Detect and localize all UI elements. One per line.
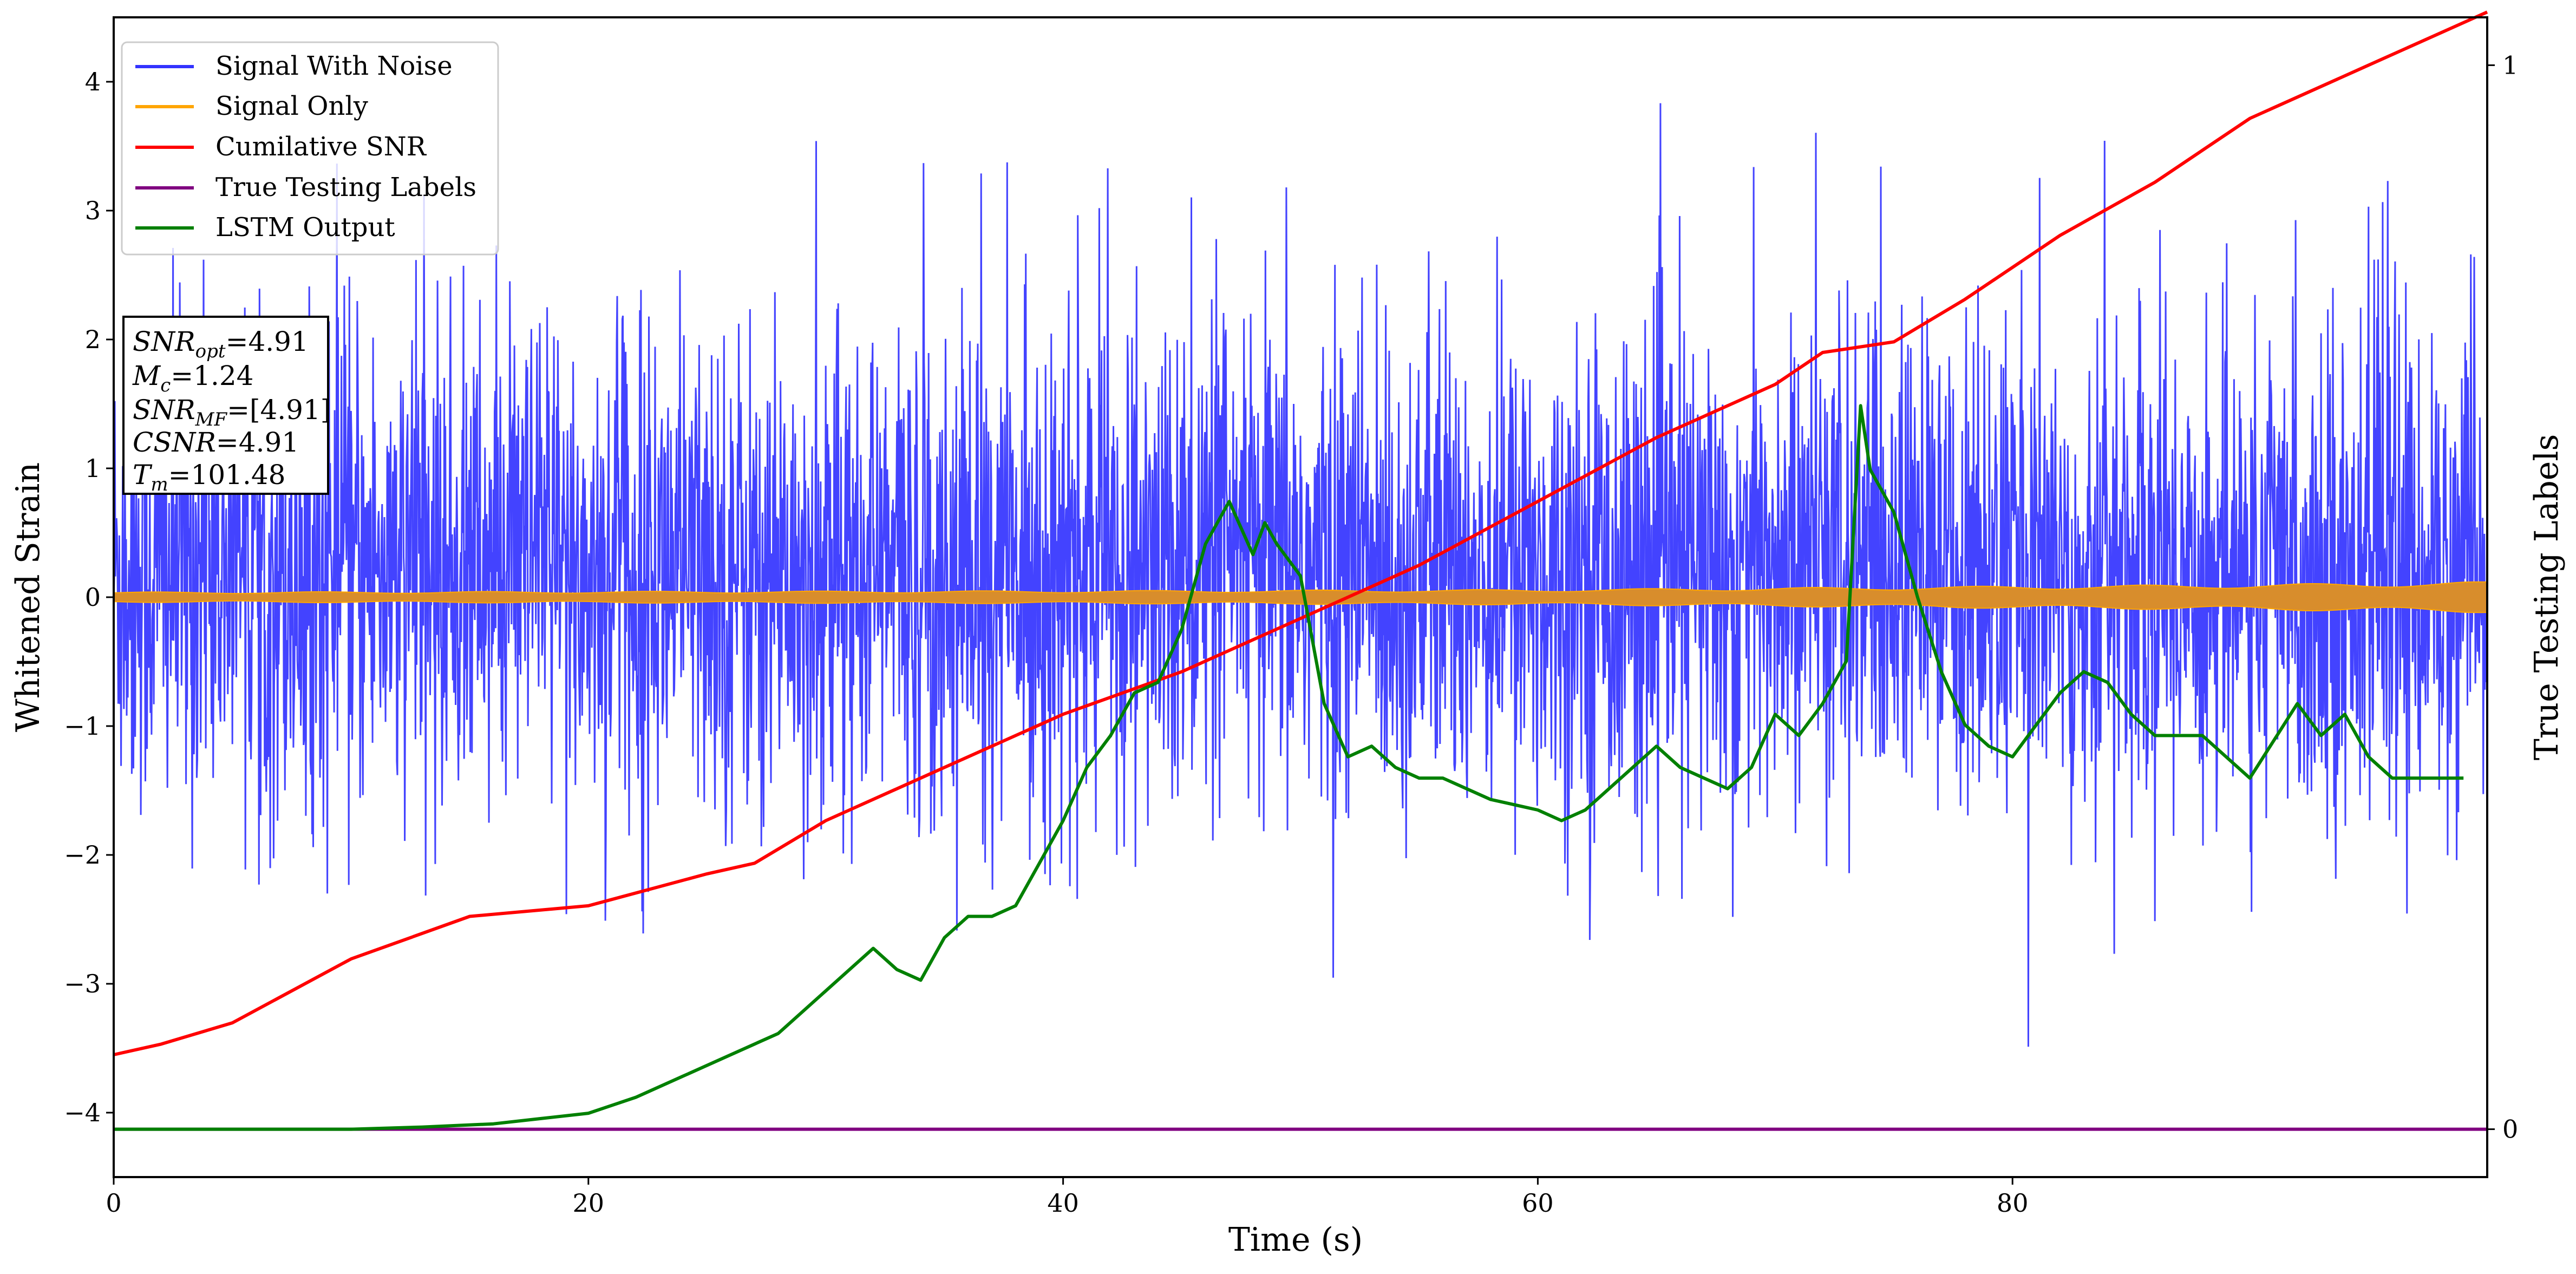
y-tick-label: 3 — [85, 196, 101, 225]
legend: Signal With Noise Signal Only Cumilative… — [121, 41, 499, 256]
x-tick-label: 0 — [106, 1188, 121, 1218]
legend-label-cumilative-snr: Cumilative SNR — [215, 132, 427, 162]
y-tick-label: −3 — [64, 969, 101, 998]
legend-box — [121, 41, 499, 256]
series-lstm-output — [114, 404, 2464, 1131]
x-axis-title: Time (s) — [1228, 1221, 1363, 1259]
x-tick-label: 60 — [1522, 1188, 1554, 1218]
y2-axis-title: True Testing Labels — [2528, 434, 2566, 761]
plot-area — [113, 10, 2488, 1131]
x-tick-label: 40 — [1047, 1188, 1079, 1218]
x-tick-label: 80 — [1997, 1188, 2029, 1218]
y-tick-label: 4 — [85, 67, 101, 96]
legend-label-signal-only: Signal Only — [215, 91, 368, 121]
info-line-csnr: CSNR=4.91 — [133, 427, 299, 458]
series-signal-with-noise — [113, 103, 2488, 1047]
y-tick-label: 0 — [85, 583, 101, 612]
info-box — [122, 316, 329, 495]
legend-label-lstm-output: LSTM Output — [215, 212, 395, 243]
info-annotation: SNRopt=4.91 Mc=1.24 SNRMF=[4.91] CSNR=4.… — [122, 316, 331, 495]
info-line-snr-mf: SNRMF=[4.91] — [133, 394, 331, 430]
y-tick-label: −1 — [64, 711, 101, 741]
y2-tick-label: 0 — [2502, 1115, 2518, 1144]
info-line-snr-opt: SNRopt=4.91 — [133, 326, 309, 362]
info-line-mc: Mc=1.24 — [132, 360, 253, 396]
y-tick-label: −2 — [64, 840, 101, 870]
x-tick-label: 20 — [573, 1188, 605, 1218]
info-line-tm: Tm=101.48 — [133, 459, 285, 495]
y-tick-label: 2 — [85, 325, 101, 354]
y2-tick-label: 1 — [2502, 50, 2518, 80]
legend-label-true-testing-labels: True Testing Labels — [215, 172, 476, 202]
series-cumilative-snr — [113, 10, 2488, 1056]
y-tick-label: 1 — [85, 454, 101, 483]
legend-label-signal-with-noise: Signal With Noise — [215, 51, 453, 81]
y-tick-label: −4 — [64, 1098, 101, 1127]
y-axis-title: Whitened Strain — [9, 462, 47, 732]
